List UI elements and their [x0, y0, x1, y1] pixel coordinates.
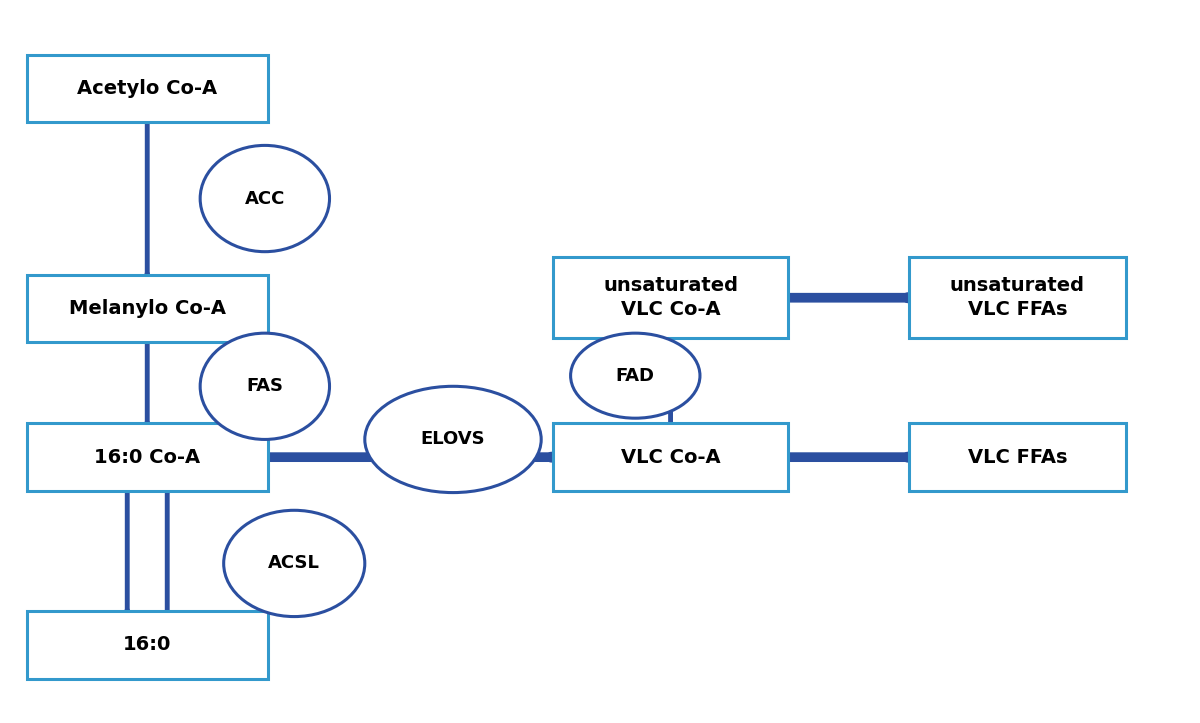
Ellipse shape [200, 333, 330, 440]
Text: Melanylo Co-A: Melanylo Co-A [68, 299, 226, 318]
Text: unsaturated
VLC FFAs: unsaturated VLC FFAs [950, 276, 1085, 319]
FancyBboxPatch shape [908, 424, 1127, 491]
Text: ACC: ACC [245, 189, 286, 208]
FancyBboxPatch shape [26, 275, 268, 342]
Ellipse shape [200, 145, 330, 252]
FancyBboxPatch shape [26, 611, 268, 679]
Text: ELOVS: ELOVS [421, 430, 485, 448]
Text: 16:0 Co-A: 16:0 Co-A [94, 448, 200, 466]
FancyBboxPatch shape [553, 257, 788, 338]
Text: ACSL: ACSL [269, 555, 320, 573]
Text: VLC Co-A: VLC Co-A [620, 448, 720, 466]
FancyBboxPatch shape [26, 55, 268, 122]
Ellipse shape [365, 386, 541, 492]
Text: FAD: FAD [616, 367, 655, 385]
Text: Acetylo Co-A: Acetylo Co-A [77, 80, 217, 98]
Ellipse shape [223, 510, 365, 617]
Ellipse shape [571, 333, 700, 418]
Text: VLC FFAs: VLC FFAs [967, 448, 1067, 466]
Text: FAS: FAS [246, 377, 283, 395]
FancyBboxPatch shape [908, 257, 1127, 338]
Text: 16:0: 16:0 [124, 636, 172, 654]
Text: unsaturated
VLC Co-A: unsaturated VLC Co-A [604, 276, 738, 319]
FancyBboxPatch shape [26, 424, 268, 491]
FancyBboxPatch shape [553, 424, 788, 491]
